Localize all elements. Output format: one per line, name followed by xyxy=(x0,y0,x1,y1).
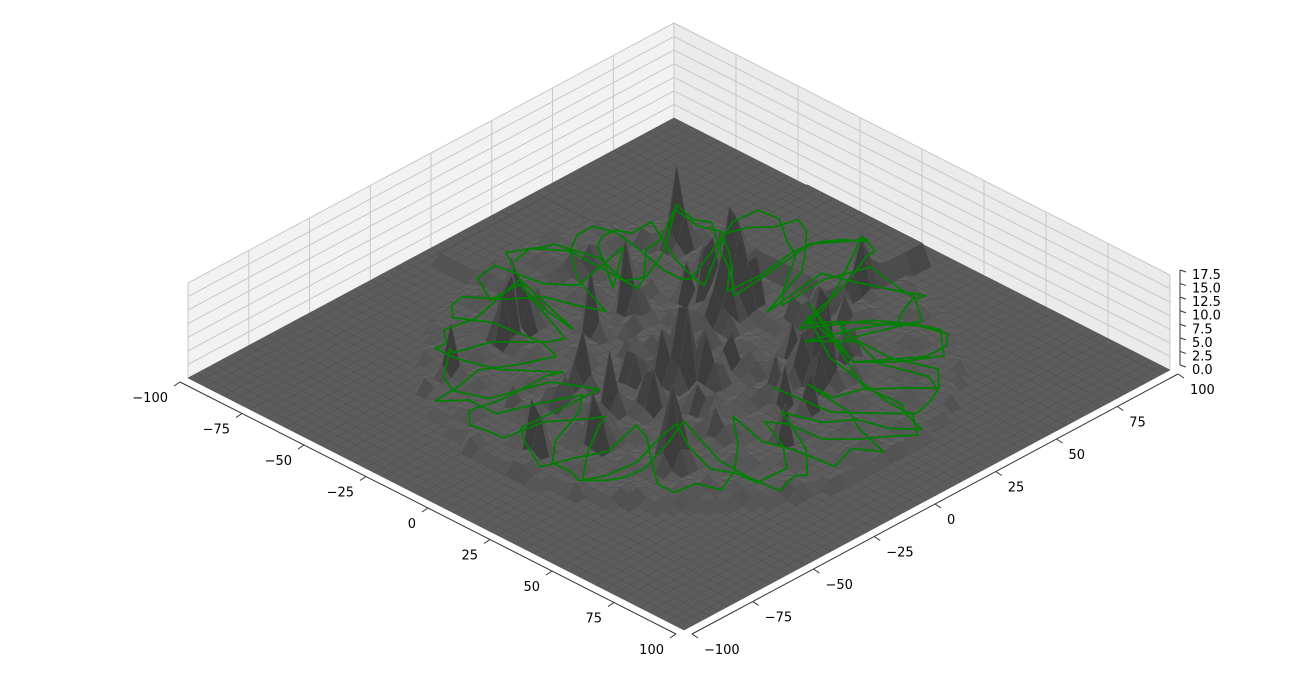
y-tick-label: −50 xyxy=(826,578,853,593)
z-tick-mark xyxy=(1179,269,1187,273)
x-tick-label: 50 xyxy=(523,580,540,595)
z-tick-mark xyxy=(1179,323,1187,327)
y-tick-mark xyxy=(813,568,820,574)
x-tick-mark xyxy=(607,602,615,607)
y-tick-label: −25 xyxy=(886,546,913,561)
y-tick-label: 0 xyxy=(947,513,955,528)
x-tick-mark xyxy=(297,444,305,450)
surface-facet xyxy=(674,620,694,631)
x-tick-mark xyxy=(359,476,367,481)
x-tick-label: 100 xyxy=(639,643,664,658)
y-tick-mark xyxy=(934,503,942,509)
x-tick-mark xyxy=(421,507,429,513)
x-tick-label: 25 xyxy=(461,549,478,564)
y-tick-mark xyxy=(1177,373,1185,379)
z-gridline xyxy=(187,63,1171,325)
y-tick-mark xyxy=(873,536,881,541)
x-tick-label: −25 xyxy=(327,486,354,501)
x-tick-mark xyxy=(545,570,553,576)
tick-labels: −100 −75 −50 −25 0 25 50 75 100 −100 −75 −50 −25 0 25 5… xyxy=(132,268,1221,658)
z-tick-mark xyxy=(1179,364,1187,368)
z-gridline xyxy=(187,49,1171,311)
z-gridline xyxy=(187,36,1171,298)
axis-lines xyxy=(173,269,1187,639)
y-tick-label: 100 xyxy=(1190,383,1215,398)
z-tick-label: 15.0 xyxy=(1192,282,1221,297)
x-tick-label: −75 xyxy=(203,423,230,438)
z-gridline xyxy=(187,90,1171,352)
x-tick-label: 75 xyxy=(585,612,602,627)
x-tick-label: 0 xyxy=(408,517,416,532)
z-tick-mark xyxy=(1179,310,1187,314)
y-tick-label: 75 xyxy=(1129,416,1146,431)
z-tick-label: 2.5 xyxy=(1192,349,1213,364)
y-tick-label: 50 xyxy=(1069,448,1086,463)
z-tick-label: 5.0 xyxy=(1192,336,1213,351)
z-tick-mark xyxy=(1179,283,1187,287)
y-tick-label: −100 xyxy=(704,643,740,658)
z-tick-mark xyxy=(1179,337,1187,341)
x-tick-label: −100 xyxy=(132,391,168,406)
y-tick-mark xyxy=(995,471,1003,476)
z-tick-mark xyxy=(1179,296,1187,300)
y-tick-mark xyxy=(1056,438,1063,444)
z-tick-label: 0.0 xyxy=(1192,363,1213,378)
x-tick-mark xyxy=(173,381,181,387)
z-tick-label: 7.5 xyxy=(1192,322,1213,337)
z-tick-label: 17.5 xyxy=(1192,268,1221,283)
z-tick-label: 12.5 xyxy=(1192,295,1221,310)
x-tick-mark xyxy=(235,413,243,418)
x-tick-mark xyxy=(669,633,677,639)
y-tick-label: 25 xyxy=(1008,481,1025,496)
z-gridline xyxy=(187,76,1171,338)
z-tick-mark xyxy=(1179,350,1187,354)
green-path-line xyxy=(434,203,949,494)
x-tick-label: −50 xyxy=(265,454,292,469)
z-tick-label: 10.0 xyxy=(1192,309,1221,324)
y-tick-mark xyxy=(1116,406,1124,411)
z-gridline xyxy=(187,103,1171,365)
y-tick-mark xyxy=(691,633,699,639)
y-tick-mark xyxy=(752,601,760,606)
x-tick-mark xyxy=(483,539,491,544)
z-gridline xyxy=(187,22,1171,284)
terrain-surface xyxy=(187,117,1171,631)
path-line xyxy=(434,203,949,494)
y-tick-label: −75 xyxy=(765,611,792,626)
